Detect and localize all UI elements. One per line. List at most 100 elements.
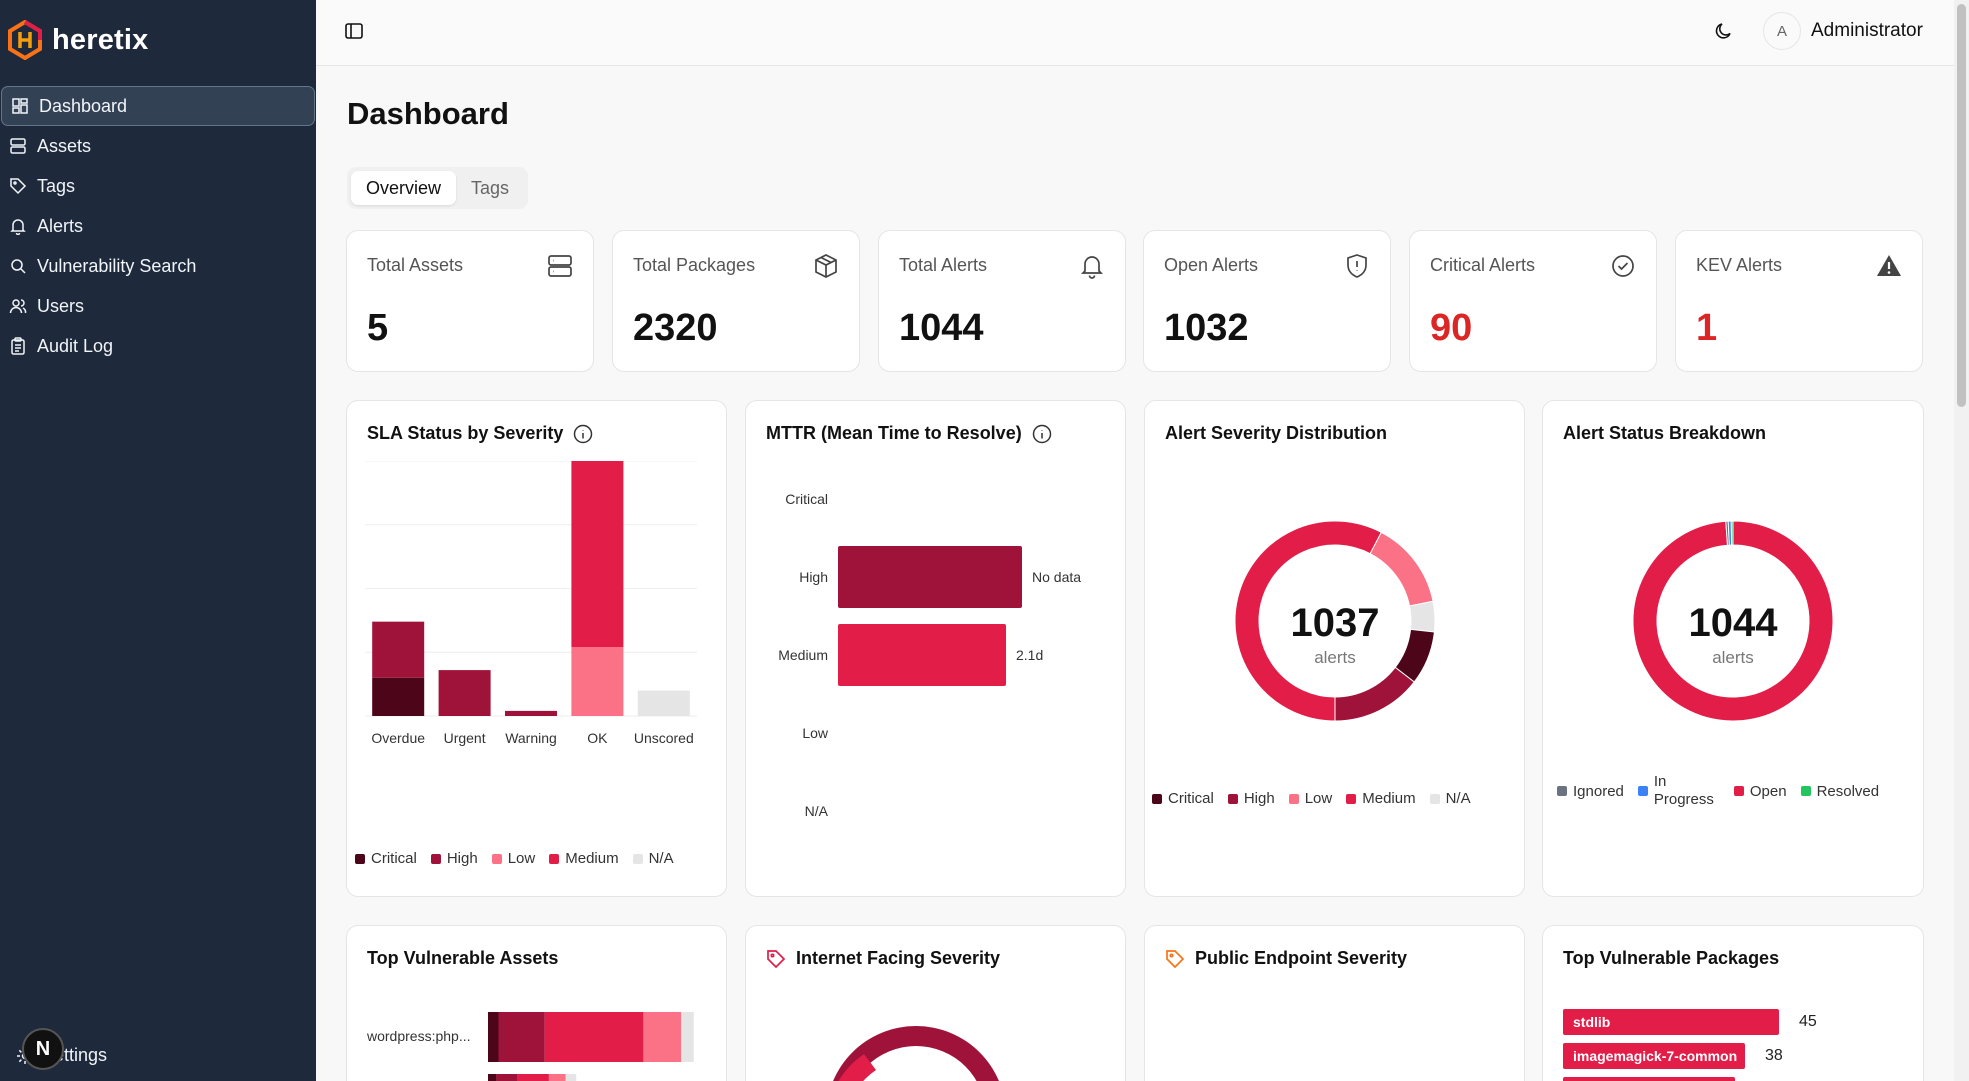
info-icon[interactable] <box>1032 424 1052 444</box>
shield-alert-icon <box>1347 254 1367 278</box>
sidebar-toggle-icon[interactable] <box>344 21 364 41</box>
card-title-text: MTTR (Mean Time to Resolve) <box>766 423 1022 443</box>
check-circle-icon <box>1612 255 1634 277</box>
bar-ok-low[interactable] <box>571 647 624 716</box>
scrollbar-thumb[interactable] <box>1957 4 1966 407</box>
sidebar-item-label: Audit Log <box>37 335 114 356</box>
asset-bar-segment[interactable] <box>496 1074 518 1081</box>
card-severity-distribution: Alert Severity Distribution 1037 alerts … <box>1144 400 1525 897</box>
y-tick-label: N/A <box>805 803 829 819</box>
donut-segment-medium <box>838 1054 876 1081</box>
legend-swatch <box>1227 793 1238 804</box>
legend-swatch <box>1637 786 1648 796</box>
dev-tools-badge[interactable]: N <box>22 1028 64 1070</box>
top-bar: A Administrator <box>316 0 1954 66</box>
asset-label: wordpress:php... <box>366 1028 471 1044</box>
bar-overdue-high[interactable] <box>372 621 425 678</box>
legend-item-low: Low <box>491 850 535 867</box>
legend-item-in-progress: In Progress <box>1637 773 1720 809</box>
users-icon <box>9 299 27 314</box>
avatar[interactable]: A <box>1763 12 1801 50</box>
package-row[interactable] <box>1563 1077 1735 1081</box>
card-title-text: Top Vulnerable Assets <box>367 948 559 968</box>
legend-swatch <box>1429 793 1440 804</box>
y-tick-label: Critical <box>785 491 828 507</box>
legend-swatch <box>491 853 502 864</box>
package-bar: imagemagick-7-common <box>1563 1043 1745 1069</box>
legend-swatch <box>1557 786 1567 796</box>
package-row[interactable]: stdlib 45 <box>1563 1009 1817 1035</box>
sidebar-item-tags[interactable]: Tags <box>0 166 316 206</box>
stat-card-total-packages: Total Packages 2320 <box>612 230 860 372</box>
donut-center-label: alerts <box>1314 648 1356 667</box>
legend-swatch <box>1152 793 1162 804</box>
legend-swatch <box>430 853 441 864</box>
stat-value: 2320 <box>633 307 718 349</box>
donut-center-value: 1044 <box>1689 601 1779 645</box>
donut-segment-low[interactable] <box>1369 531 1434 607</box>
legend-swatch <box>1346 793 1357 804</box>
bar-medium[interactable] <box>838 624 1006 686</box>
page-title: Dashboard <box>347 96 509 131</box>
stat-label: Total Assets <box>367 255 464 275</box>
bell-icon <box>1080 256 1104 279</box>
donut-segment-resolved[interactable] <box>1730 520 1734 546</box>
bar-high[interactable] <box>838 546 1022 608</box>
asset-bar-segment[interactable] <box>681 1012 694 1062</box>
legend-label: Open <box>1749 782 1787 800</box>
tab-overview[interactable]: Overview <box>351 171 457 205</box>
legend-label: High <box>1243 790 1275 807</box>
sidebar-item-users[interactable]: Users <box>0 286 316 326</box>
page-scrollbar[interactable] <box>1954 0 1969 1081</box>
bar-warning-high[interactable] <box>505 710 557 716</box>
dashboard-tabs: Overview Tags <box>347 167 529 209</box>
donut-segment-open[interactable] <box>1632 520 1834 722</box>
bar-unscored-n-a[interactable] <box>637 690 690 717</box>
stat-value: 1 <box>1696 307 1718 349</box>
sidebar-item-label: Tags <box>37 175 76 196</box>
moon-icon[interactable] <box>1714 21 1734 41</box>
package-icon <box>815 254 837 278</box>
sidebar-item-label: Users <box>37 295 85 316</box>
sidebar-item-alerts[interactable]: Alerts <box>0 206 316 246</box>
brand-logo[interactable]: heretix <box>6 20 149 60</box>
sidebar-item-vulnerability-search[interactable]: Vulnerability Search <box>0 246 316 286</box>
asset-bar-segment[interactable] <box>643 1012 682 1062</box>
asset-bar-segment[interactable] <box>517 1074 549 1081</box>
sidebar-item-audit-log[interactable]: Audit Log <box>0 326 316 366</box>
donut-segment-high[interactable] <box>1334 666 1415 722</box>
tab-tags[interactable]: Tags <box>471 178 510 198</box>
asset-bar-segment[interactable] <box>498 1012 545 1062</box>
legend-item-na: N/A <box>632 850 674 867</box>
bar-overdue-critical[interactable] <box>372 677 425 716</box>
bar-urgent-high[interactable] <box>438 670 491 716</box>
asset-bar-segment[interactable] <box>488 1012 499 1062</box>
stat-card-kev-alerts: KEV Alerts 1 <box>1675 230 1923 372</box>
asset-bar-segment[interactable] <box>565 1074 577 1081</box>
stat-label: Total Packages <box>633 255 756 275</box>
bar-ok-medium[interactable] <box>571 461 624 648</box>
brand-name: heretix <box>52 23 149 56</box>
sidebar-item-dashboard[interactable]: Dashboard <box>1 86 315 126</box>
bell-icon <box>10 219 26 235</box>
legend-item-critical: Critical <box>355 850 417 867</box>
status-donut-chart: 1044 alerts <box>1632 520 1834 722</box>
card-title-text: Top Vulnerable Packages <box>1563 948 1780 968</box>
card-title-text: Internet Facing Severity <box>796 948 1001 968</box>
info-icon[interactable] <box>573 424 593 444</box>
user-name[interactable]: Administrator <box>1811 20 1923 41</box>
sidebar-item-assets[interactable]: Assets <box>0 126 316 166</box>
x-tick-label: Urgent <box>444 730 486 746</box>
stat-value: 5 <box>367 307 389 349</box>
y-tick-label: Low <box>802 725 829 741</box>
package-row[interactable]: imagemagick-7-common 38 <box>1563 1043 1783 1069</box>
legend-label: N/A <box>648 850 674 867</box>
donut-segment-medium[interactable] <box>1234 520 1383 722</box>
legend-label: N/A <box>1445 790 1471 807</box>
asset-bar-segment[interactable] <box>548 1074 566 1081</box>
asset-bar-segment[interactable] <box>544 1012 644 1062</box>
donut-segment-n-a[interactable] <box>1408 600 1436 633</box>
asset-bar-segment[interactable] <box>488 1074 497 1081</box>
tag-icon <box>10 178 27 195</box>
legend-swatch <box>1733 786 1744 796</box>
